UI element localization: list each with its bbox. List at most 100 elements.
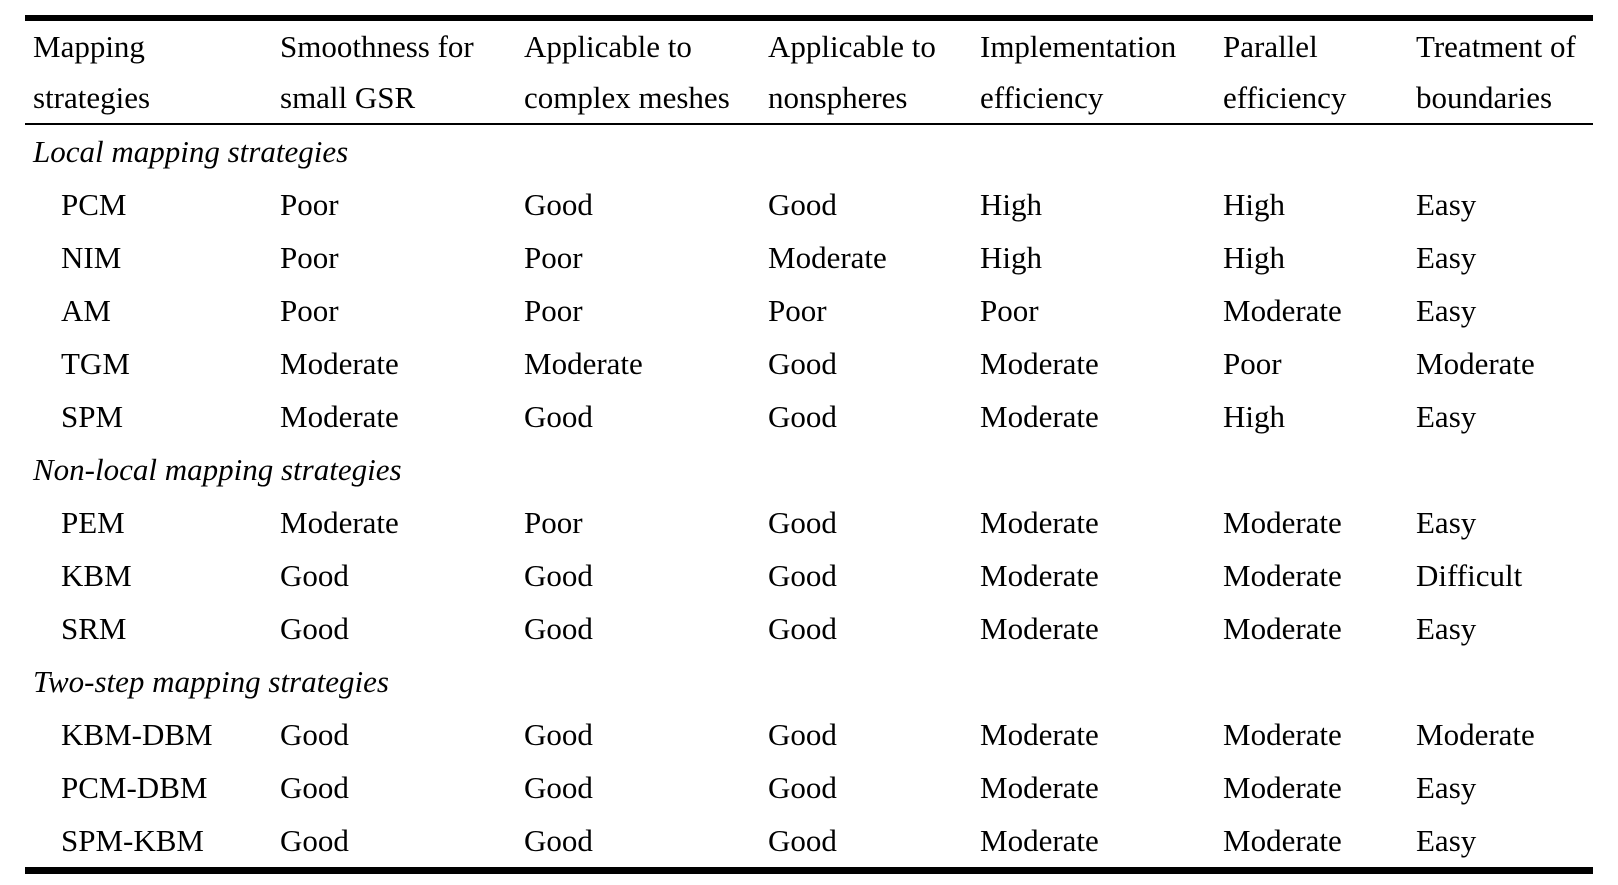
value-cell: Good — [280, 558, 349, 593]
column-header-line2: nonspheres — [768, 80, 908, 115]
column-header-line2: efficiency — [1223, 80, 1347, 115]
value-cell: Good — [768, 346, 837, 381]
value-cell: Good — [524, 717, 593, 752]
value-cell: Moderate — [1416, 346, 1535, 381]
table-row: KBM-DBM Good Good Good Moderate Moderate Moder… — [25, 708, 1593, 761]
column-header-1: Mapping strategies — [25, 18, 272, 125]
table-row: PCM Poor Good Good High High Easy — [25, 178, 1593, 231]
column-header-4: Applicable to nonspheres — [760, 18, 972, 125]
value-cell: Poor — [980, 293, 1039, 328]
value-cell: Moderate — [980, 399, 1099, 434]
value-cell: Poor — [280, 240, 339, 275]
value-cell: Good — [768, 399, 837, 434]
column-header-line1: Treatment of — [1416, 29, 1576, 64]
column-header-5: Implementation efficiency — [972, 18, 1215, 125]
column-header-line2: complex meshes — [524, 80, 730, 115]
value-cell: Poor — [524, 505, 583, 540]
value-cell: Moderate — [1223, 770, 1342, 805]
value-cell: Good — [768, 770, 837, 805]
table-row: NIM Poor Poor Moderate High High Easy — [25, 231, 1593, 284]
strategy-name: SPM — [61, 399, 124, 434]
value-cell: Good — [524, 558, 593, 593]
value-cell: Moderate — [1223, 717, 1342, 752]
strategy-name: KBM — [61, 558, 132, 593]
column-header-line2: strategies — [33, 80, 151, 115]
value-cell: High — [980, 187, 1042, 222]
column-header-line1: Applicable to — [768, 29, 936, 64]
column-header-7: Treatment of boundaries — [1408, 18, 1593, 125]
column-header-line2: small GSR — [280, 80, 416, 115]
section-row: Two-step mapping strategies — [25, 655, 1593, 708]
mapping-strategies-comparison-table: Mapping strategies Smoothness for small GSR… — [25, 15, 1593, 874]
value-cell: Poor — [524, 293, 583, 328]
strategy-name: PCM — [61, 187, 127, 222]
value-cell: High — [1223, 240, 1285, 275]
value-cell: Good — [768, 187, 837, 222]
table-row: TGM Moderate Moderate Good Moderate Poor Moder… — [25, 337, 1593, 390]
strategy-name: KBM-DBM — [61, 717, 213, 752]
table-row: SPM Moderate Good Good Moderate High Easy — [25, 390, 1593, 443]
value-cell: Moderate — [524, 346, 643, 381]
value-cell: Easy — [1416, 187, 1477, 222]
table-body: Local mapping strategies PCM Poor Good Good H… — [25, 124, 1593, 871]
value-cell: Moderate — [280, 346, 399, 381]
column-header-line1: Applicable to — [524, 29, 692, 64]
strategy-name: SRM — [61, 611, 127, 646]
value-cell: Moderate — [980, 611, 1099, 646]
value-cell: Good — [768, 823, 837, 858]
value-cell: Poor — [280, 187, 339, 222]
column-header-2: Smoothness for small GSR — [272, 18, 516, 125]
value-cell: Moderate — [980, 558, 1099, 593]
value-cell: Easy — [1416, 770, 1477, 805]
value-cell: Good — [524, 823, 593, 858]
value-cell: Good — [280, 770, 349, 805]
column-header-line2: boundaries — [1416, 80, 1553, 115]
value-cell: Poor — [280, 293, 339, 328]
table-row: PCM-DBM Good Good Good Moderate Moderate Easy — [25, 761, 1593, 814]
value-cell: Moderate — [1223, 611, 1342, 646]
value-cell: Moderate — [980, 823, 1099, 858]
value-cell: Moderate — [280, 399, 399, 434]
value-cell: Easy — [1416, 823, 1477, 858]
value-cell: Moderate — [980, 505, 1099, 540]
section-row: Local mapping strategies — [25, 124, 1593, 178]
value-cell: Good — [768, 717, 837, 752]
table-row: SPM-KBM Good Good Good Moderate Moderate Easy — [25, 814, 1593, 871]
column-header-line1: Smoothness for — [280, 29, 474, 64]
column-header-line1: Parallel — [1223, 29, 1318, 64]
value-cell: Good — [524, 770, 593, 805]
table-header: Mapping strategies Smoothness for small GSR… — [25, 18, 1593, 125]
table-row: PEM Moderate Poor Good Moderate Moderate Easy — [25, 496, 1593, 549]
value-cell: Moderate — [1223, 558, 1342, 593]
strategy-name: AM — [61, 293, 111, 328]
value-cell: Moderate — [980, 346, 1099, 381]
value-cell: Good — [768, 611, 837, 646]
header-row: Mapping strategies Smoothness for small GSR… — [25, 18, 1593, 125]
value-cell: Easy — [1416, 240, 1477, 275]
value-cell: Poor — [768, 293, 827, 328]
column-header-line2: efficiency — [980, 80, 1104, 115]
value-cell: Good — [280, 611, 349, 646]
value-cell: Moderate — [1223, 823, 1342, 858]
value-cell: High — [980, 240, 1042, 275]
column-header-line1: Implementation — [980, 29, 1177, 64]
value-cell: High — [1223, 399, 1285, 434]
section-title: Non-local mapping strategies — [33, 452, 402, 487]
section-title: Local mapping strategies — [33, 134, 349, 169]
column-header-line1: Mapping — [33, 29, 145, 64]
value-cell: Moderate — [280, 505, 399, 540]
value-cell: Good — [280, 823, 349, 858]
table-row: SRM Good Good Good Moderate Moderate Easy — [25, 602, 1593, 655]
value-cell: Easy — [1416, 611, 1477, 646]
section-row: Non-local mapping strategies — [25, 443, 1593, 496]
value-cell: Easy — [1416, 293, 1477, 328]
strategy-name: NIM — [61, 240, 122, 275]
value-cell: Moderate — [980, 717, 1099, 752]
column-header-6: Parallel efficiency — [1215, 18, 1408, 125]
value-cell: Good — [768, 505, 837, 540]
value-cell: Easy — [1416, 505, 1477, 540]
value-cell: Easy — [1416, 399, 1477, 434]
value-cell: High — [1223, 187, 1285, 222]
strategy-name: PCM-DBM — [61, 770, 208, 805]
value-cell: Good — [524, 187, 593, 222]
